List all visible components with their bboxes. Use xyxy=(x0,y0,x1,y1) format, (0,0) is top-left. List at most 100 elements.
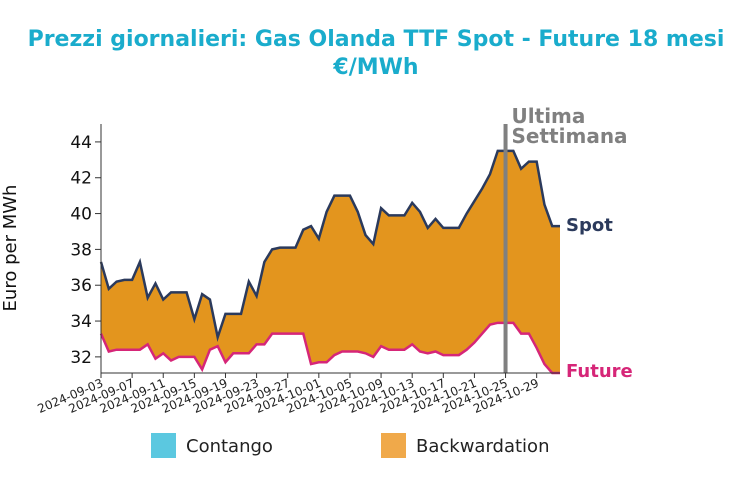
future-point-2024-10-02 xyxy=(325,361,328,364)
spot-point-2024-10-21 xyxy=(473,200,476,203)
spot-point-2024-10-13 xyxy=(411,201,414,204)
future-point-2024-10-15 xyxy=(426,352,429,355)
future-point-2024-09-20 xyxy=(232,352,235,355)
future-point-2024-09-08 xyxy=(138,348,141,351)
spot-point-2024-10-06 xyxy=(356,210,359,213)
future-point-2024-09-14 xyxy=(185,355,188,358)
spot-point-2024-10-23 xyxy=(488,173,491,176)
future-point-2024-10-22 xyxy=(481,332,484,335)
spot-point-2024-09-18 xyxy=(216,336,219,339)
future-point-2024-09-07 xyxy=(131,348,134,351)
future-point-2024-09-17 xyxy=(208,348,211,351)
future-point-2024-10-24 xyxy=(496,321,499,324)
future-point-2024-10-11 xyxy=(395,348,398,351)
spot-point-2024-11-01 xyxy=(559,225,562,228)
future-point-2024-09-26 xyxy=(278,332,281,335)
future-point-2024-10-07 xyxy=(364,352,367,355)
future-point-2024-10-09 xyxy=(380,345,383,348)
future-point-2024-10-08 xyxy=(372,355,375,358)
spot-point-2024-09-20 xyxy=(232,312,235,315)
future-point-2024-09-25 xyxy=(271,332,274,335)
y-tick-label-34: 34 xyxy=(70,312,92,332)
spot-point-2024-10-29 xyxy=(535,160,538,163)
future-point-2024-09-30 xyxy=(310,363,313,366)
spot-end-label: Spot xyxy=(566,215,613,236)
spot-point-2024-10-26 xyxy=(512,149,515,152)
backwardation-area xyxy=(101,150,560,373)
spot-point-2024-09-21 xyxy=(240,312,243,315)
spot-point-2024-10-09 xyxy=(380,207,383,210)
future-point-2024-09-06 xyxy=(123,348,126,351)
future-point-2024-10-01 xyxy=(317,361,320,364)
spot-point-2024-09-10 xyxy=(154,282,157,285)
legend-label-contango: Contango xyxy=(186,436,273,457)
future-point-2024-10-14 xyxy=(418,350,421,353)
spot-point-2024-10-08 xyxy=(372,243,375,246)
spot-point-2024-09-29 xyxy=(302,228,305,231)
spot-point-2024-09-24 xyxy=(263,260,266,263)
spot-point-2024-09-26 xyxy=(278,246,281,249)
spot-point-2024-10-03 xyxy=(333,194,336,197)
future-point-2024-09-22 xyxy=(247,352,250,355)
y-axis: 32 34 36 38 40 42 44 xyxy=(70,124,102,373)
spot-point-2024-10-01 xyxy=(317,237,320,240)
future-point-2024-09-05 xyxy=(115,348,118,351)
future-point-2024-10-06 xyxy=(356,350,359,353)
future-point-2024-09-23 xyxy=(255,343,258,346)
spot-point-2024-10-10 xyxy=(387,214,390,217)
spot-point-2024-09-25 xyxy=(271,248,274,251)
spot-point-2024-10-18 xyxy=(450,226,453,229)
spot-point-2024-10-05 xyxy=(348,194,351,197)
future-point-2024-10-10 xyxy=(387,348,390,351)
future-point-2024-10-21 xyxy=(473,341,476,344)
spot-point-2024-10-19 xyxy=(457,226,460,229)
future-point-2024-09-10 xyxy=(154,357,157,360)
spot-point-2024-09-11 xyxy=(162,298,165,301)
spot-point-2024-10-30 xyxy=(543,203,546,206)
future-point-2024-09-04 xyxy=(107,350,110,353)
spot-point-2024-10-04 xyxy=(341,194,344,197)
spot-point-2024-09-08 xyxy=(138,260,141,263)
spot-point-2024-10-20 xyxy=(465,212,468,215)
future-point-2024-10-27 xyxy=(520,332,523,335)
spot-point-2024-09-15 xyxy=(193,318,196,321)
y-tick-label-40: 40 xyxy=(70,205,92,225)
future-point-2024-09-28 xyxy=(294,332,297,335)
spot-point-2024-10-11 xyxy=(395,214,398,217)
legend-label-backwardation: Backwardation xyxy=(416,436,549,457)
spot-point-2024-09-04 xyxy=(107,287,110,290)
spot-point-2024-10-12 xyxy=(403,214,406,217)
spot-point-2024-09-16 xyxy=(201,293,204,296)
y-tick-label-36: 36 xyxy=(70,276,92,296)
spot-point-2024-10-27 xyxy=(520,167,523,170)
legend-swatch-contango xyxy=(151,433,176,458)
spot-point-2024-09-30 xyxy=(310,225,313,228)
spot-point-2024-10-07 xyxy=(364,234,367,237)
future-point-2024-09-11 xyxy=(162,352,165,355)
future-point-2024-10-20 xyxy=(465,348,468,351)
future-point-2024-09-16 xyxy=(201,368,204,371)
future-point-2024-10-19 xyxy=(457,354,460,357)
spot-point-2024-09-12 xyxy=(170,291,173,294)
future-point-2024-09-18 xyxy=(216,345,219,348)
plot-area xyxy=(99,149,562,375)
y-axis-label: Euro per MWh xyxy=(0,185,21,312)
future-point-2024-09-09 xyxy=(146,343,149,346)
future-point-2024-10-16 xyxy=(434,350,437,353)
y-tick-label-44: 44 xyxy=(70,133,92,153)
spot-point-2024-09-28 xyxy=(294,246,297,249)
y-tick-label-32: 32 xyxy=(70,348,92,368)
future-point-2024-09-29 xyxy=(302,332,305,335)
future-point-2024-09-24 xyxy=(263,343,266,346)
spot-point-2024-09-07 xyxy=(131,278,134,281)
spot-point-2024-10-17 xyxy=(442,226,445,229)
future-series-line xyxy=(99,321,560,375)
spot-point-2024-10-02 xyxy=(325,210,328,213)
spot-point-2024-09-19 xyxy=(224,312,227,315)
legend: Contango Backwardation xyxy=(151,433,549,458)
future-point-2024-10-04 xyxy=(341,350,344,353)
spot-point-2024-09-23 xyxy=(255,294,258,297)
spot-point-2024-10-14 xyxy=(418,210,421,213)
future-point-2024-09-13 xyxy=(177,355,180,358)
spot-point-2024-09-09 xyxy=(146,296,149,299)
